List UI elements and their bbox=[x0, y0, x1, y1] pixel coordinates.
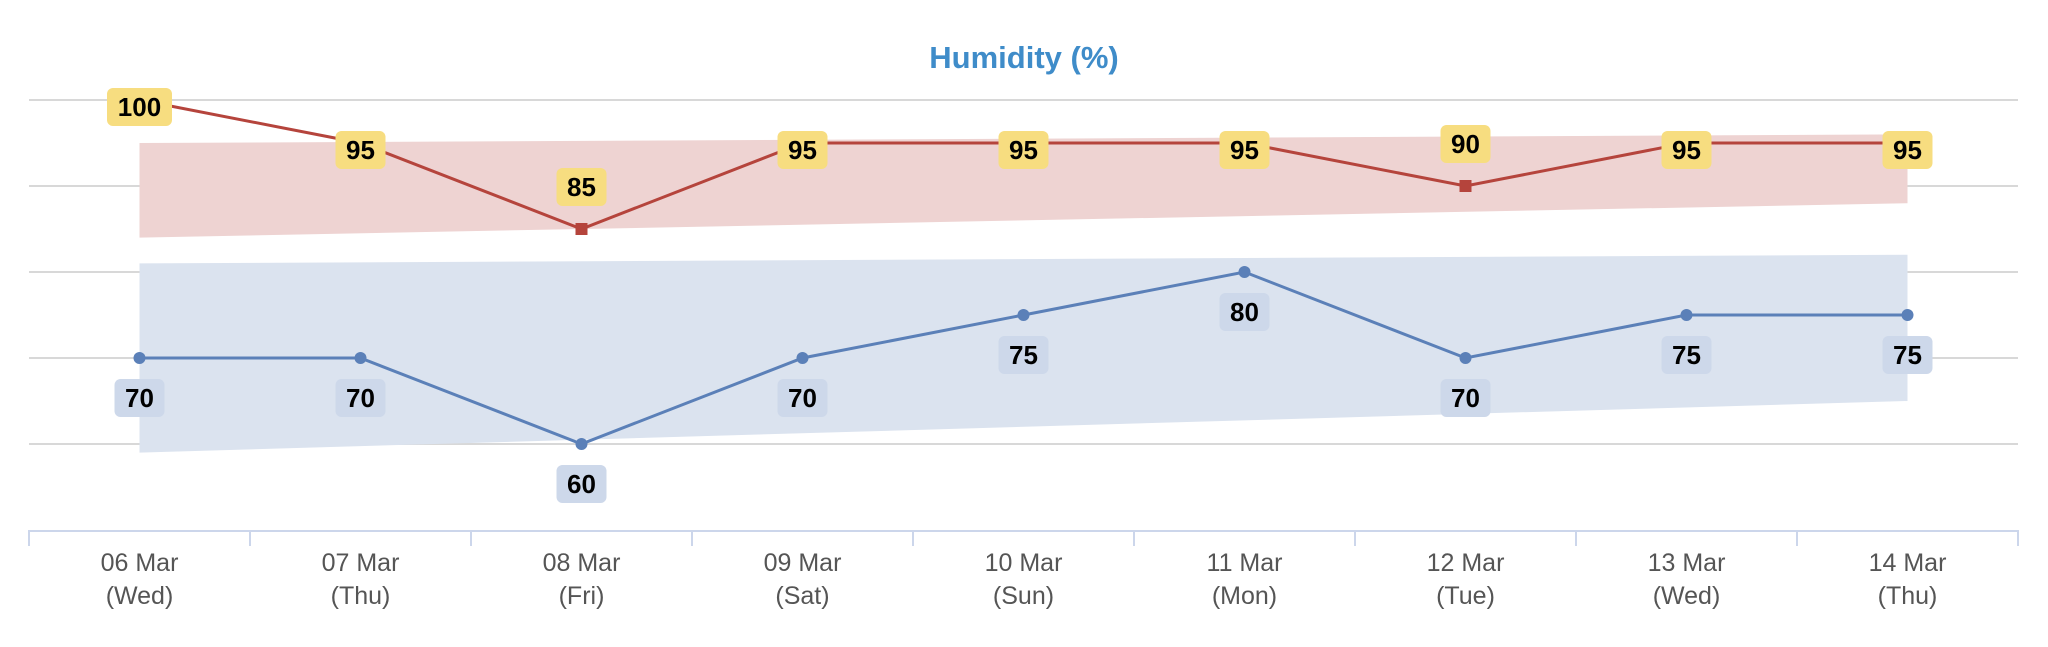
data-label: 75 bbox=[1893, 340, 1922, 370]
x-tick-label: 14 Mar bbox=[1869, 549, 1947, 577]
data-point bbox=[575, 438, 588, 450]
x-tick-label: 07 Mar bbox=[322, 549, 400, 577]
data-label-bg bbox=[1882, 336, 1933, 374]
data-label: 95 bbox=[1230, 135, 1259, 165]
x-tick-label: 13 Mar bbox=[1648, 549, 1726, 577]
data-label: 95 bbox=[788, 135, 817, 165]
data-label-bg bbox=[107, 88, 172, 126]
data-label-bg bbox=[556, 168, 607, 206]
data-label: 90 bbox=[1451, 129, 1480, 159]
x-tick-label: 11 Mar bbox=[1207, 549, 1283, 577]
data-point bbox=[1901, 309, 1914, 321]
data-label-bg bbox=[1219, 131, 1270, 169]
data-point bbox=[1459, 352, 1472, 364]
data-point bbox=[133, 352, 146, 364]
x-tick-label: 12 Mar bbox=[1427, 549, 1505, 577]
x-tick-label: (Sun) bbox=[993, 582, 1054, 610]
data-label-bg bbox=[998, 131, 1049, 169]
x-tick-label: (Wed) bbox=[106, 582, 174, 610]
x-tick-label: 10 Mar bbox=[985, 549, 1063, 577]
x-tick-label: (Mon) bbox=[1212, 582, 1277, 610]
data-label: 60 bbox=[567, 469, 596, 499]
x-tick-label: (Thu) bbox=[331, 582, 391, 610]
data-label-bg bbox=[777, 131, 828, 169]
data-label-bg bbox=[335, 131, 386, 169]
data-label-bg bbox=[335, 379, 386, 417]
data-label: 100 bbox=[118, 92, 161, 122]
data-point bbox=[575, 223, 588, 235]
data-label-bg bbox=[1661, 336, 1712, 374]
data-label-bg bbox=[1440, 125, 1491, 163]
data-label-bg bbox=[777, 379, 828, 417]
data-label-bg bbox=[1440, 379, 1491, 417]
chart-title: Humidity (%) bbox=[929, 40, 1118, 75]
data-point bbox=[1680, 309, 1693, 321]
x-tick-label: 06 Mar bbox=[101, 549, 179, 577]
x-tick-label: 09 Mar bbox=[764, 549, 842, 577]
data-point bbox=[1017, 309, 1030, 321]
data-label: 70 bbox=[346, 383, 375, 413]
data-label: 85 bbox=[567, 172, 596, 202]
data-label-bg bbox=[1661, 131, 1712, 169]
data-label-bg bbox=[1882, 131, 1933, 169]
x-tick-label: (Wed) bbox=[1653, 582, 1721, 610]
data-label-bg bbox=[114, 379, 165, 417]
data-label: 75 bbox=[1672, 340, 1701, 370]
data-label: 80 bbox=[1230, 297, 1259, 327]
data-label-bg bbox=[556, 465, 607, 503]
data-label-bg bbox=[998, 336, 1049, 374]
x-tick-label: 08 Mar bbox=[543, 549, 621, 577]
data-label: 95 bbox=[1672, 135, 1701, 165]
data-label: 75 bbox=[1009, 340, 1038, 370]
x-tick-label: (Thu) bbox=[1878, 582, 1938, 610]
x-tick-label: (Fri) bbox=[559, 582, 605, 610]
data-label: 70 bbox=[788, 383, 817, 413]
data-point bbox=[1459, 180, 1472, 192]
data-point bbox=[796, 352, 809, 364]
data-point bbox=[354, 352, 367, 364]
data-label: 70 bbox=[125, 383, 154, 413]
x-tick-label: (Sat) bbox=[775, 582, 829, 610]
data-label: 95 bbox=[1009, 135, 1038, 165]
data-point bbox=[1238, 266, 1251, 278]
x-tick-label: (Tue) bbox=[1436, 582, 1495, 610]
data-label: 95 bbox=[1893, 135, 1922, 165]
data-label: 95 bbox=[346, 135, 375, 165]
data-label: 70 bbox=[1451, 383, 1480, 413]
data-label-bg bbox=[1219, 293, 1270, 331]
